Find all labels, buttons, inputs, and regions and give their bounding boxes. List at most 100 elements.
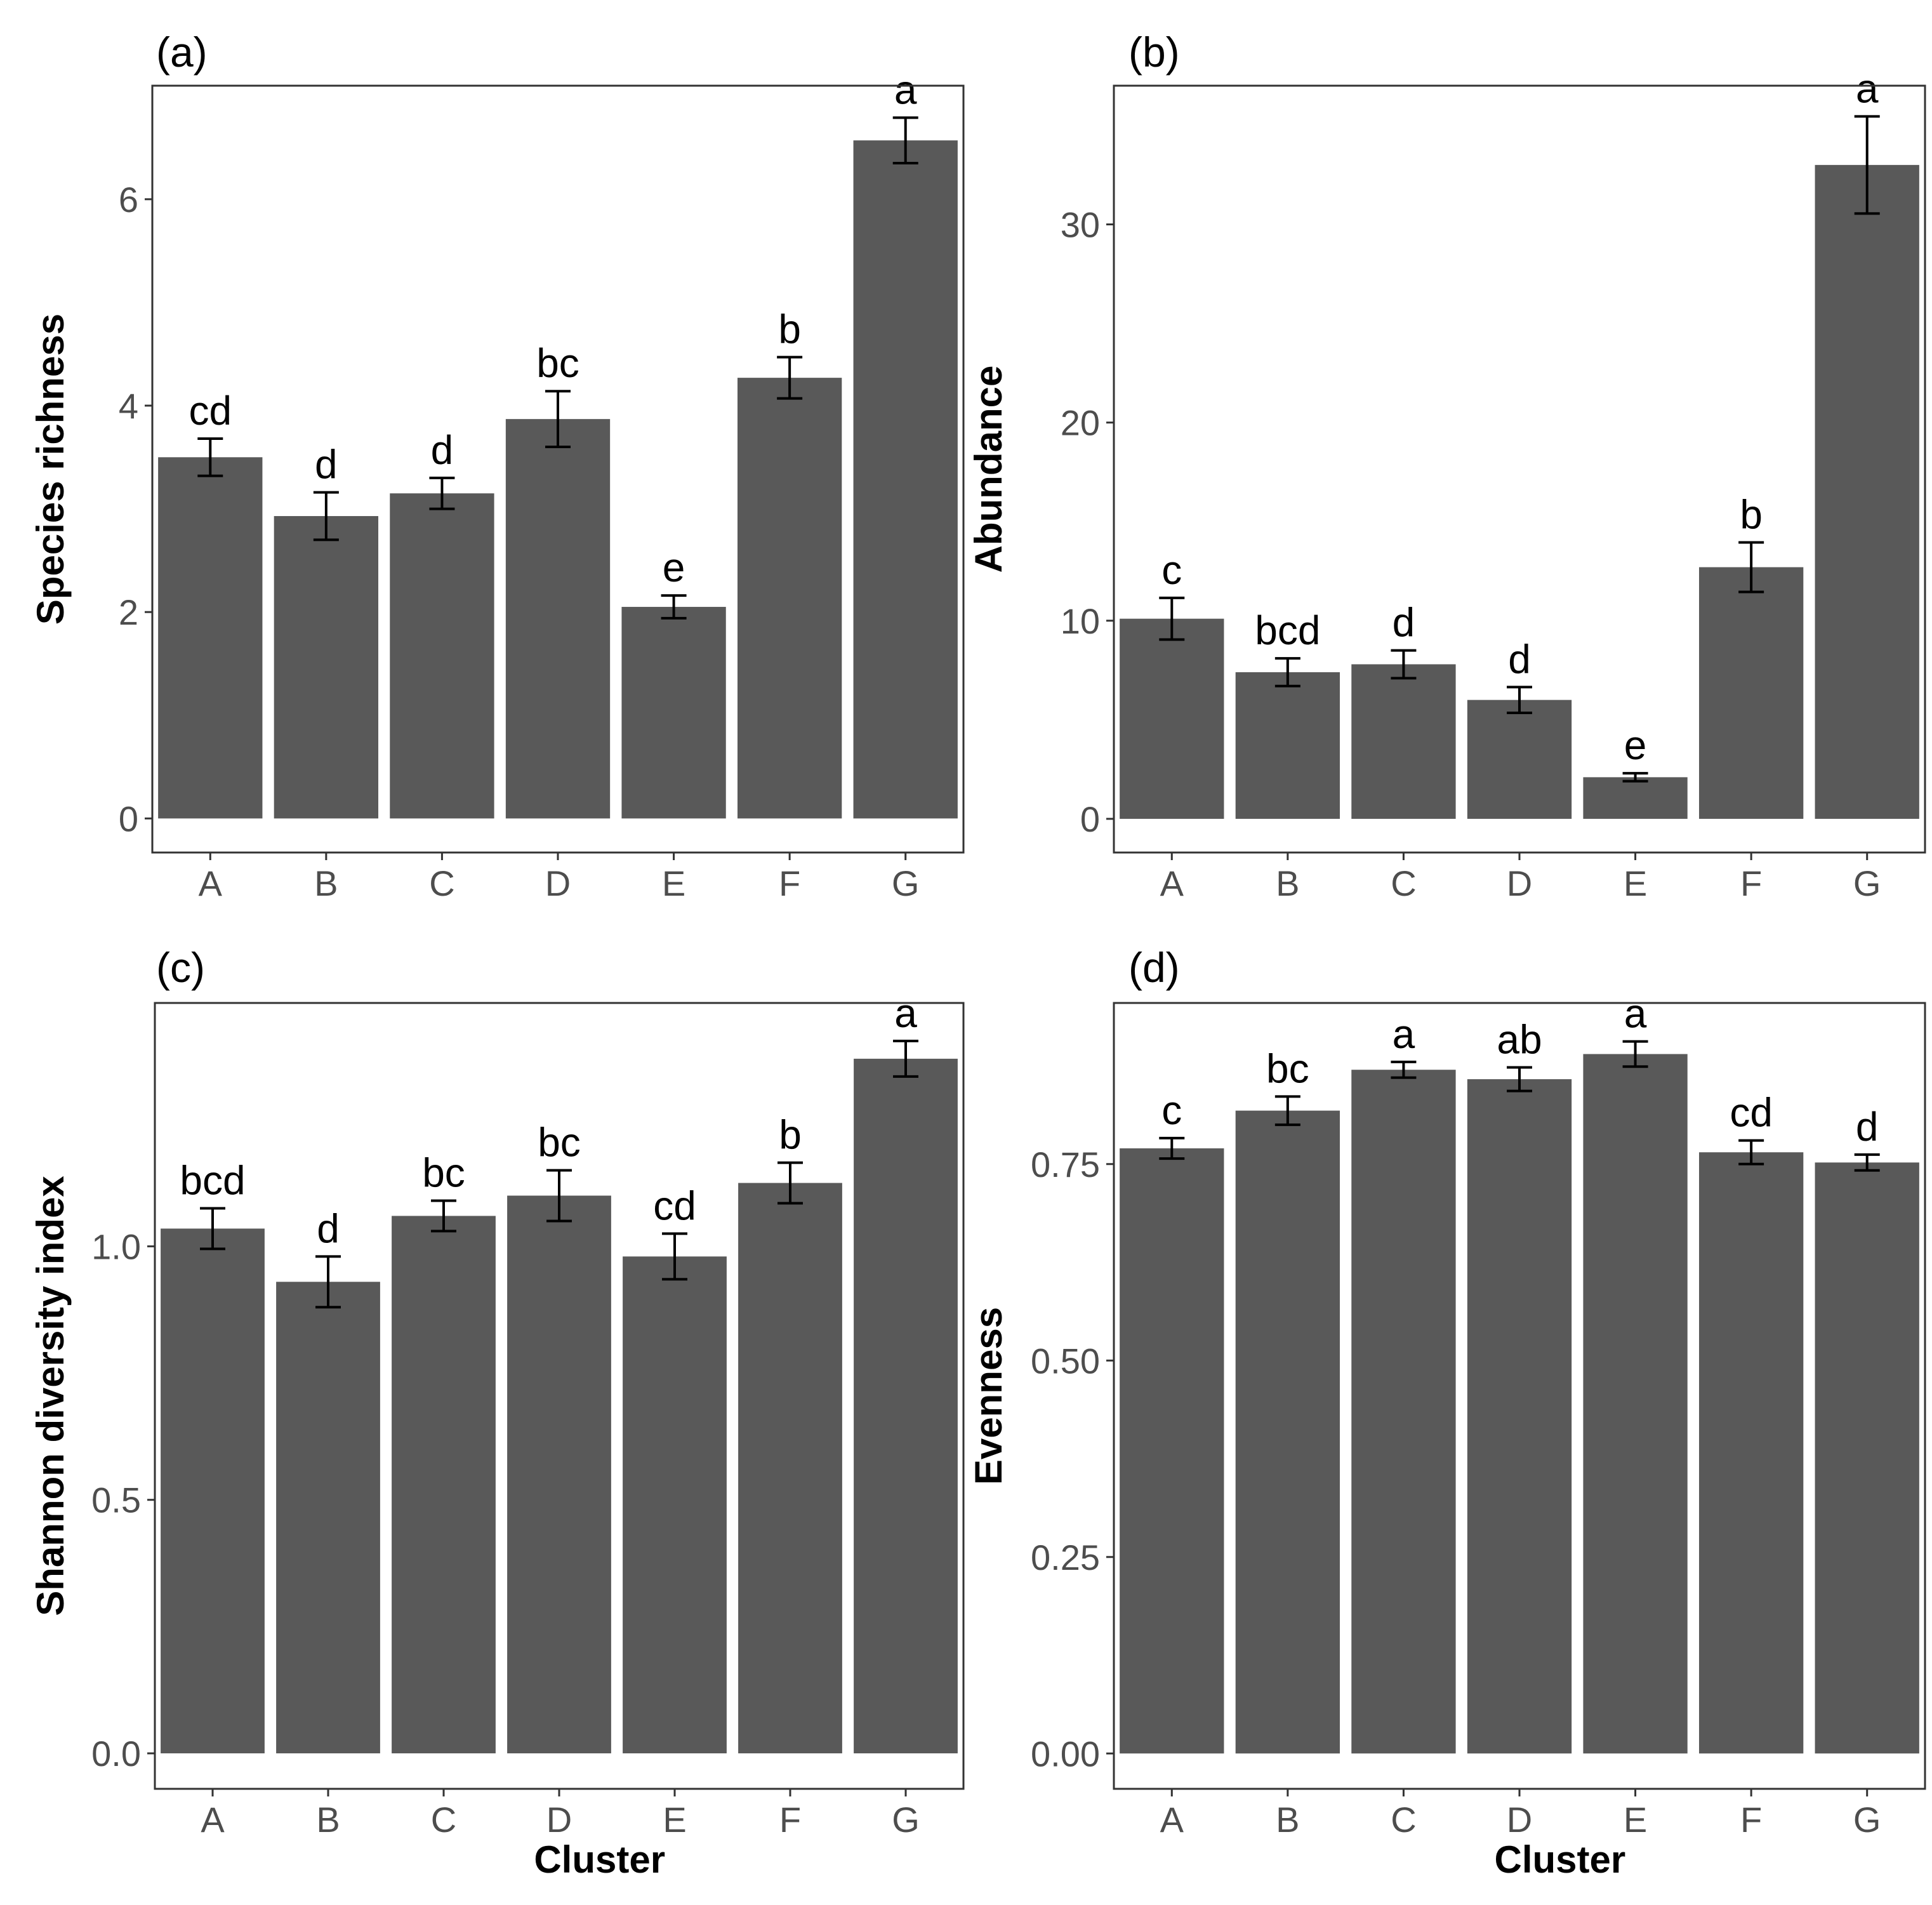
panel-c-xtick-label-F: F [779,1800,801,1840]
panel-c-sig-letter-A: bcd [180,1157,245,1203]
panel-d-bar-F [1698,1152,1804,1754]
panel-d-sig-letter-B: bc [1266,1045,1309,1091]
panel-a-bar-F [737,378,842,819]
panel-b-ytick-label-0: 0 [1080,799,1100,839]
panel-b-xtick-label-G: G [1853,863,1881,903]
panel-b-xtick-label-A: A [1160,863,1184,903]
panel-b-bar-G [1815,164,1919,819]
panel-b-errorbar-F [1738,541,1764,594]
panel-d-errorbar-D [1507,1066,1532,1092]
panel-b-label: (b) [1128,29,1180,76]
panel-b-sig-letter-F: b [1740,491,1763,537]
panel-c-bar-F [738,1183,842,1754]
panel-a-xtick-label-E: E [662,863,685,903]
panel-d-errorbar-C [1391,1060,1417,1079]
panel-a-ytick-label-2: 4 [119,386,138,426]
panel-b-xtick-label-D: D [1507,863,1532,903]
panel-a-xtick-label-B: B [314,863,338,903]
panel-c-xtick-label-C: C [431,1800,456,1840]
panel-b-xtick-label-F: F [1740,863,1762,903]
panel-b-frame [1113,84,1926,854]
panel-d-ytick-label-0: 0.00 [1031,1734,1100,1774]
panel-d-ylabel: Evenness [967,1307,1010,1485]
panel-a-sig-letter-D: bc [536,340,579,386]
panel-c-xtick-label-D: D [546,1800,572,1840]
panel-c-sig-letter-E: cd [653,1183,696,1228]
panel-b-bar-E [1583,777,1688,819]
panel-c-label: (c) [156,944,205,991]
panel-d-errorbar-A [1159,1136,1185,1160]
panel-d-bar-A [1120,1148,1224,1754]
panel-b-errorbar-E [1622,772,1648,783]
panel-c-ytick-label-2: 1.0 [91,1226,141,1266]
panel-b-ytick-label-2: 20 [1061,403,1100,443]
panel-b-sig-letter-C: d [1393,600,1415,646]
panel-b-ytick-label-1: 10 [1061,601,1100,641]
panel-d-errorbar-G [1854,1153,1880,1172]
panel-b-errorbar-B [1274,657,1300,687]
panel-d-sig-letter-D: ab [1497,1017,1542,1063]
panel-c-bar-A [161,1228,265,1754]
panel-a-sig-letter-B: d [315,442,338,488]
panel-c-xtick-label-G: G [892,1800,920,1840]
panel-c-sig-letter-G: a [894,990,917,1036]
panel-a-errorbar-A [197,437,223,477]
panel-d-xtick-label-B: B [1276,1800,1299,1840]
panel-b-sig-letter-G: a [1856,65,1879,111]
panel-c-errorbar-B [315,1255,341,1309]
panel-c-ytick-label-0: 0.0 [91,1734,141,1774]
panel-a-xtick-label-G: G [892,863,920,903]
panel-a-ylabel: Species richness [29,314,72,625]
panel-c-xlabel: Cluster [534,1838,665,1881]
panel-a-errorbar-C [429,476,455,510]
panel-d-frame [1113,1002,1926,1790]
panel-a-bar-C [390,493,494,819]
panel-a-errorbar-G [892,116,918,164]
panel-d-sig-letter-C: a [1393,1011,1415,1057]
panel-b-sig-letter-B: bcd [1255,607,1320,653]
panel-a-errorbar-F [777,355,803,400]
panel-d-bar-D [1467,1079,1572,1754]
panel-a-sig-letter-C: d [431,427,454,473]
panel-d-sig-letter-A: c [1161,1087,1182,1133]
panel-c-errorbar-C [431,1199,456,1233]
panel-b-bar-D [1467,700,1572,819]
panel-d-xtick-label-G: G [1853,1800,1881,1840]
panel-a-frame [151,84,965,854]
panel-d-bar-C [1351,1070,1456,1754]
panel-d-sig-letter-G: d [1856,1104,1879,1150]
panel-d-errorbar-B [1274,1095,1300,1126]
panel-c-bar-C [392,1216,496,1754]
panel-c-xtick-label-B: B [316,1800,340,1840]
panel-d-xtick-label-C: C [1391,1800,1416,1840]
panel-b-sig-letter-D: d [1508,636,1531,682]
panel-c-sig-letter-B: d [317,1205,340,1251]
panel-c-errorbar-G [893,1039,918,1078]
panel-b-xtick-label-C: C [1391,863,1416,903]
panel-a-label: (a) [156,29,208,76]
panel-d-sig-letter-F: cd [1730,1090,1773,1136]
panel-a-errorbar-E [661,594,687,620]
panel-a-bar-B [274,515,379,819]
panel-b-bar-B [1235,672,1340,819]
panel-a-sig-letter-F: b [778,307,801,352]
panel-a-bar-E [621,607,726,819]
panel-b-xtick-label-B: B [1276,863,1299,903]
panel-c-errorbar-D [546,1169,572,1223]
panel-a-sig-letter-A: cd [189,388,232,434]
panel-c-ytick-label-1: 0.5 [91,1480,141,1520]
panel-d-xtick-label-A: A [1160,1800,1184,1840]
panel-d-ytick-label-3: 0.75 [1031,1145,1100,1185]
panel-a-bar-G [853,140,958,819]
panel-c-bar-G [854,1058,958,1754]
panel-d-ytick-label-2: 0.50 [1031,1341,1100,1381]
panel-a-bar-A [158,457,263,819]
panel-b-sig-letter-A: c [1161,547,1182,593]
panel-c-frame [154,1002,965,1790]
panel-d-errorbar-F [1738,1139,1764,1165]
panel-b-sig-letter-E: e [1624,722,1647,768]
panel-b-errorbar-G [1854,115,1880,215]
panel-d-bar-B [1235,1110,1340,1754]
panel-d-bar-G [1815,1162,1919,1754]
